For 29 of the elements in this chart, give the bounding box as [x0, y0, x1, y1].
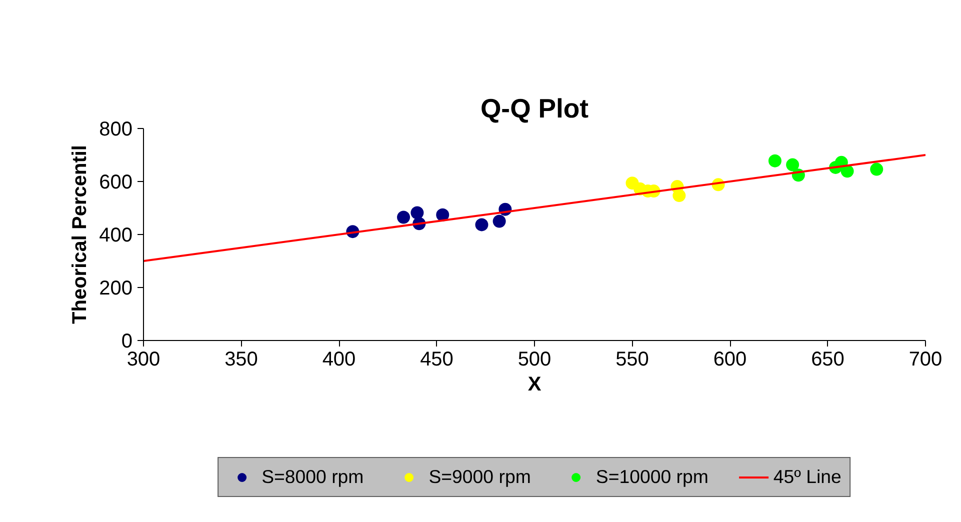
x-tick-label: 500	[518, 348, 552, 370]
x-tick-label: 700	[908, 348, 942, 370]
point	[840, 164, 854, 178]
legend-label: S=9000 rpm	[428, 466, 531, 488]
point	[436, 208, 450, 222]
x-tick-label: 600	[713, 348, 747, 370]
y-tick-label: 400	[99, 224, 133, 246]
y-axis-title: Theorical Percentil	[69, 145, 92, 324]
point	[492, 214, 506, 228]
legend-label: 45º Line	[773, 466, 842, 488]
y-tick-label: 600	[99, 172, 133, 194]
point	[768, 154, 782, 168]
point	[410, 206, 424, 220]
point	[397, 210, 410, 224]
y-tick-label: 800	[99, 118, 133, 140]
x-tick-label: 350	[224, 348, 258, 370]
x-tick-label: 650	[811, 348, 844, 370]
x-tick-label: 550	[616, 348, 649, 370]
legend-label: S=8000 rpm	[262, 466, 364, 488]
point	[475, 218, 488, 232]
x-tick-label: 400	[322, 348, 356, 370]
x-axis-title: X	[528, 374, 542, 396]
point	[672, 189, 686, 202]
point	[786, 158, 800, 172]
chart-title: Q-Q Plot	[480, 94, 589, 124]
legend-label: S=10000 rpm	[596, 466, 708, 488]
point	[870, 162, 884, 176]
x-tick-label: 450	[420, 348, 454, 370]
y-tick-label: 200	[99, 278, 133, 300]
